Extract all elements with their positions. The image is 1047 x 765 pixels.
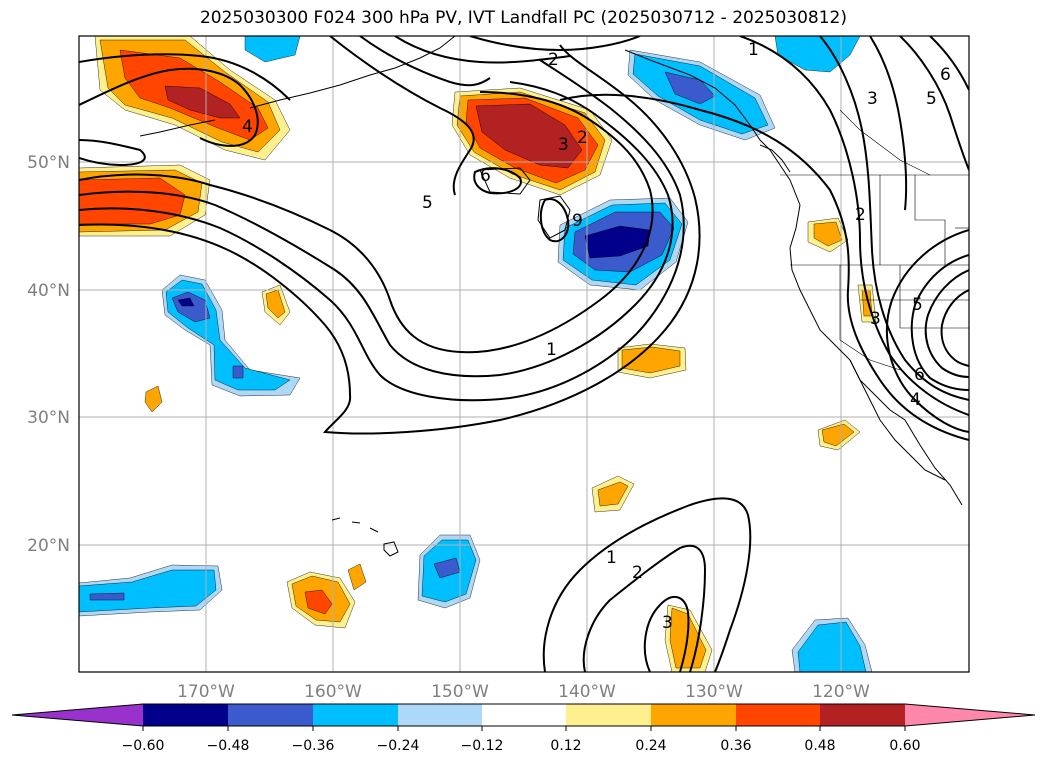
colorbar-extend-max <box>905 704 1035 726</box>
positive-anomaly-small-1-core <box>265 289 286 319</box>
contour-label: 2 <box>548 50 559 70</box>
colorbar-extend-min <box>12 704 143 726</box>
lat-tick-label: 30°N <box>27 408 70 428</box>
lat-tick-label: 40°N <box>27 281 70 301</box>
contour-label: 6 <box>914 365 925 385</box>
colorbar-segment <box>566 704 651 726</box>
positive-anomaly-coast-1-core <box>813 221 843 247</box>
negative-anomaly-hawaii-east <box>417 534 481 609</box>
colorbar-tick-label: 0.60 <box>889 738 920 754</box>
contour-label: 4 <box>910 390 921 410</box>
contour-label: 3 <box>867 89 878 109</box>
contour-label: 1 <box>546 340 557 360</box>
negative-anomaly-coastal <box>627 49 776 141</box>
contour-label: 1 <box>606 548 617 568</box>
contour-labels: 5 4 2 1 2 3 6 9 1 1 2 3 3 2 5 6 4 6 5 3 <box>242 40 951 633</box>
lat-tick-label: 50°N <box>27 153 70 173</box>
colorbar-segment <box>820 704 905 726</box>
political-borders <box>780 109 969 371</box>
colorbar-segment <box>398 704 482 726</box>
colorbar-tick-label: −0.60 <box>122 738 165 754</box>
negative-anomaly-southeast <box>791 617 873 672</box>
colorbar-tick-labels: −0.60 −0.48 −0.36 −0.24 −0.12 0.12 0.24 … <box>122 738 921 754</box>
colorbar-segment <box>143 704 228 726</box>
contour-label: 2 <box>632 563 643 583</box>
colorbar-segment <box>651 704 736 726</box>
contour-label: 5 <box>926 89 937 109</box>
colorbar-tick-label: −0.48 <box>207 738 250 754</box>
contour-label: 5 <box>912 295 923 315</box>
ivt-contours <box>79 36 969 672</box>
pv-shading <box>79 36 877 672</box>
negative-anomaly-top-left <box>244 36 301 63</box>
contour-label: 1 <box>748 40 759 60</box>
map-frame <box>78 35 970 673</box>
positive-anomaly-west <box>79 164 211 237</box>
colorbar-tick-label: −0.36 <box>292 738 335 754</box>
contour-label: 6 <box>480 166 491 186</box>
positive-anomaly-mid-core <box>597 481 629 507</box>
colorbar-segment <box>482 704 566 726</box>
colorbar-tick-label: 0.36 <box>720 738 751 754</box>
lon-tick-label: 160°W <box>304 682 362 702</box>
lon-tick-label: 170°W <box>177 682 235 702</box>
colorbar-tick-label: −0.24 <box>377 738 420 754</box>
colorbar-ticks <box>142 726 906 731</box>
lat-tick-label: 20°N <box>27 536 70 556</box>
contour-label: 2 <box>577 128 588 148</box>
colorbar: −0.60 −0.48 −0.36 −0.24 −0.12 0.12 0.24 … <box>11 703 1036 754</box>
positive-anomaly-hawaii-west <box>286 563 367 629</box>
negative-anomaly-southwest-edge <box>79 564 223 617</box>
positive-anomaly-small-2 <box>144 385 163 413</box>
positive-anomaly-baja-core <box>821 423 855 447</box>
contour-label: 3 <box>662 613 673 633</box>
colorbar-tick-label: 0.12 <box>550 738 581 754</box>
lon-tick-label: 150°W <box>431 682 489 702</box>
contour-label: 5 <box>422 193 433 213</box>
map-title: 2025030300 F024 300 hPa PV, IVT Landfall… <box>199 8 847 28</box>
lon-tick-label: 130°W <box>685 682 743 702</box>
map-content: 5 4 2 1 2 3 6 9 1 1 2 3 3 2 5 6 4 6 5 3 <box>79 36 969 672</box>
latitude-labels: 50°N 40°N 30°N 20°N <box>27 153 70 556</box>
lon-tick-label: 140°W <box>558 682 616 702</box>
colorbar-tick-label: 0.24 <box>635 738 666 754</box>
coastlines <box>139 36 963 557</box>
colorbar-tick-label: −0.12 <box>461 738 504 754</box>
colorbar-tick-label: 0.48 <box>804 738 835 754</box>
graticule <box>79 36 969 672</box>
contour-label: 3 <box>870 309 881 329</box>
lon-tick-label: 120°W <box>812 682 870 702</box>
contour-label: 3 <box>558 135 569 155</box>
contour-label: 4 <box>242 117 253 137</box>
contour-label: 2 <box>855 205 866 225</box>
longitude-labels: 170°W 160°W 150°W 140°W 130°W 120°W <box>177 682 870 702</box>
negative-anomaly-southwest <box>161 274 301 397</box>
colorbar-segment <box>736 704 820 726</box>
contour-label: 6 <box>940 65 951 85</box>
colorbar-segment <box>313 704 398 726</box>
colorbar-segment <box>228 704 313 726</box>
contour-label: 9 <box>572 211 583 231</box>
